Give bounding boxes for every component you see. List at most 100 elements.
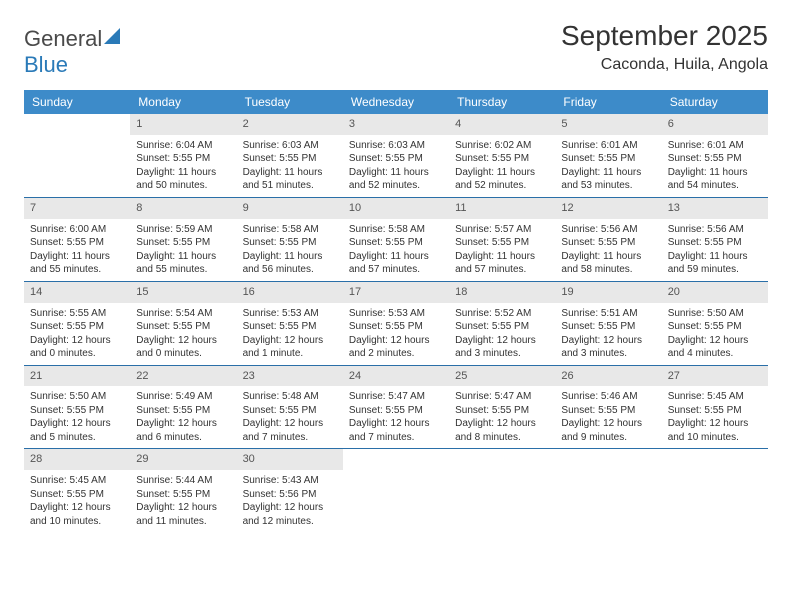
sunset-text: Sunset: 5:55 PM: [349, 236, 443, 250]
day-body: Sunrise: 5:59 AMSunset: 5:55 PMDaylight:…: [130, 221, 236, 281]
sunrise-text: Sunrise: 5:56 AM: [561, 223, 655, 237]
weekday-header: Sunday: [24, 90, 130, 114]
day-number: 24: [343, 366, 449, 387]
week-row: 1Sunrise: 6:04 AMSunset: 5:55 PMDaylight…: [24, 114, 768, 198]
day-number: 1: [130, 114, 236, 135]
day-number: 7: [24, 198, 130, 219]
day-cell: 25Sunrise: 5:47 AMSunset: 5:55 PMDayligh…: [449, 366, 555, 449]
daylight-text: Daylight: 12 hours and 6 minutes.: [136, 417, 230, 444]
sunset-text: Sunset: 5:55 PM: [668, 152, 762, 166]
day-body: Sunrise: 6:00 AMSunset: 5:55 PMDaylight:…: [24, 221, 130, 281]
sunrise-text: Sunrise: 5:58 AM: [243, 223, 337, 237]
day-body: Sunrise: 6:03 AMSunset: 5:55 PMDaylight:…: [237, 137, 343, 197]
day-cell: 21Sunrise: 5:50 AMSunset: 5:55 PMDayligh…: [24, 366, 130, 449]
daylight-text: Daylight: 12 hours and 2 minutes.: [349, 334, 443, 361]
daylight-text: Daylight: 11 hours and 51 minutes.: [243, 166, 337, 193]
day-number: 29: [130, 449, 236, 470]
logo-text-general: General: [24, 26, 102, 51]
sunrise-text: Sunrise: 5:45 AM: [668, 390, 762, 404]
day-number: 3: [343, 114, 449, 135]
day-body: Sunrise: 5:52 AMSunset: 5:55 PMDaylight:…: [449, 305, 555, 365]
day-cell: 11Sunrise: 5:57 AMSunset: 5:55 PMDayligh…: [449, 198, 555, 281]
sunset-text: Sunset: 5:55 PM: [136, 320, 230, 334]
day-body: Sunrise: 5:45 AMSunset: 5:55 PMDaylight:…: [662, 388, 768, 448]
day-number: 30: [237, 449, 343, 470]
day-body: Sunrise: 5:58 AMSunset: 5:55 PMDaylight:…: [343, 221, 449, 281]
day-cell: 16Sunrise: 5:53 AMSunset: 5:55 PMDayligh…: [237, 282, 343, 365]
day-cell: [24, 114, 130, 197]
daylight-text: Daylight: 12 hours and 5 minutes.: [30, 417, 124, 444]
sunrise-text: Sunrise: 6:03 AM: [243, 139, 337, 153]
sunset-text: Sunset: 5:55 PM: [30, 236, 124, 250]
day-number: 4: [449, 114, 555, 135]
daylight-text: Daylight: 12 hours and 0 minutes.: [30, 334, 124, 361]
weekday-header: Friday: [555, 90, 661, 114]
day-body: Sunrise: 5:50 AMSunset: 5:55 PMDaylight:…: [662, 305, 768, 365]
daylight-text: Daylight: 12 hours and 10 minutes.: [30, 501, 124, 528]
sunset-text: Sunset: 5:55 PM: [455, 320, 549, 334]
daylight-text: Daylight: 11 hours and 52 minutes.: [455, 166, 549, 193]
day-body: Sunrise: 5:51 AMSunset: 5:55 PMDaylight:…: [555, 305, 661, 365]
sunrise-text: Sunrise: 5:46 AM: [561, 390, 655, 404]
day-cell: 26 Sunrise: 5:46 AMSunset: 5:55 PMDayligh…: [555, 366, 661, 449]
day-cell: 2Sunrise: 6:03 AMSunset: 5:55 PMDaylight…: [237, 114, 343, 197]
day-body: Sunrise: 6:02 AMSunset: 5:55 PMDaylight:…: [449, 137, 555, 197]
day-cell: [343, 449, 449, 532]
day-number: 6: [662, 114, 768, 135]
weekday-header: Tuesday: [237, 90, 343, 114]
week-row: 28Sunrise: 5:45 AMSunset: 5:55 PMDayligh…: [24, 449, 768, 532]
day-number: 19: [555, 282, 661, 303]
sunset-text: Sunset: 5:55 PM: [668, 404, 762, 418]
day-body: Sunrise: 5:56 AMSunset: 5:55 PMDaylight:…: [555, 221, 661, 281]
day-cell: 29Sunrise: 5:44 AMSunset: 5:55 PMDayligh…: [130, 449, 236, 532]
sunset-text: Sunset: 5:55 PM: [455, 404, 549, 418]
sunset-text: Sunset: 5:55 PM: [455, 152, 549, 166]
sunset-text: Sunset: 5:55 PM: [349, 152, 443, 166]
day-body: Sunrise: 5:56 AMSunset: 5:55 PMDaylight:…: [662, 221, 768, 281]
day-number: 25: [449, 366, 555, 387]
weekday-header: Thursday: [449, 90, 555, 114]
sunset-text: Sunset: 5:55 PM: [30, 320, 124, 334]
logo-text-blue: Blue: [24, 52, 68, 77]
sunrise-text: Sunrise: 5:53 AM: [243, 307, 337, 321]
sunrise-text: Sunrise: 5:51 AM: [561, 307, 655, 321]
day-cell: 6Sunrise: 6:01 AMSunset: 5:55 PMDaylight…: [662, 114, 768, 197]
sunrise-text: Sunrise: 5:58 AM: [349, 223, 443, 237]
sunrise-text: Sunrise: 5:47 AM: [455, 390, 549, 404]
day-cell: [555, 449, 661, 532]
daylight-text: Daylight: 12 hours and 9 minutes.: [561, 417, 655, 444]
sunrise-text: Sunrise: 6:01 AM: [668, 139, 762, 153]
week-row: 7Sunrise: 6:00 AMSunset: 5:55 PMDaylight…: [24, 198, 768, 282]
sunrise-text: Sunrise: 5:43 AM: [243, 474, 337, 488]
day-body: Sunrise: 6:04 AMSunset: 5:55 PMDaylight:…: [130, 137, 236, 197]
sunrise-text: Sunrise: 5:55 AM: [30, 307, 124, 321]
daylight-text: Daylight: 12 hours and 7 minutes.: [243, 417, 337, 444]
day-number: 16: [237, 282, 343, 303]
day-body: Sunrise: 5:57 AMSunset: 5:55 PMDaylight:…: [449, 221, 555, 281]
day-body: Sunrise: 5:53 AMSunset: 5:55 PMDaylight:…: [237, 305, 343, 365]
day-number: 26: [555, 366, 661, 387]
sunset-text: Sunset: 5:55 PM: [561, 404, 655, 418]
daylight-text: Daylight: 12 hours and 3 minutes.: [561, 334, 655, 361]
sunset-text: Sunset: 5:55 PM: [136, 404, 230, 418]
logo-sail-icon: [104, 28, 124, 46]
sunset-text: Sunset: 5:56 PM: [243, 488, 337, 502]
sunrise-text: Sunrise: 5:57 AM: [455, 223, 549, 237]
week-row: 14Sunrise: 5:55 AMSunset: 5:55 PMDayligh…: [24, 282, 768, 366]
day-body: Sunrise: 6:01 AMSunset: 5:55 PMDaylight:…: [555, 137, 661, 197]
month-title: September 2025: [561, 20, 768, 52]
day-cell: 3Sunrise: 6:03 AMSunset: 5:55 PMDaylight…: [343, 114, 449, 197]
sunset-text: Sunset: 5:55 PM: [243, 152, 337, 166]
sunrise-text: Sunrise: 5:45 AM: [30, 474, 124, 488]
day-body: Sunrise: 5:48 AMSunset: 5:55 PMDaylight:…: [237, 388, 343, 448]
day-cell: 18Sunrise: 5:52 AMSunset: 5:55 PMDayligh…: [449, 282, 555, 365]
day-cell: 24Sunrise: 5:47 AMSunset: 5:55 PMDayligh…: [343, 366, 449, 449]
day-number: 12: [555, 198, 661, 219]
daylight-text: Daylight: 11 hours and 55 minutes.: [136, 250, 230, 277]
day-cell: 15Sunrise: 5:54 AMSunset: 5:55 PMDayligh…: [130, 282, 236, 365]
sunset-text: Sunset: 5:55 PM: [30, 404, 124, 418]
day-cell: 30Sunrise: 5:43 AMSunset: 5:56 PMDayligh…: [237, 449, 343, 532]
header: GeneralBlue September 2025 Caconda, Huil…: [24, 20, 768, 78]
day-cell: 28Sunrise: 5:45 AMSunset: 5:55 PMDayligh…: [24, 449, 130, 532]
daylight-text: Daylight: 12 hours and 0 minutes.: [136, 334, 230, 361]
